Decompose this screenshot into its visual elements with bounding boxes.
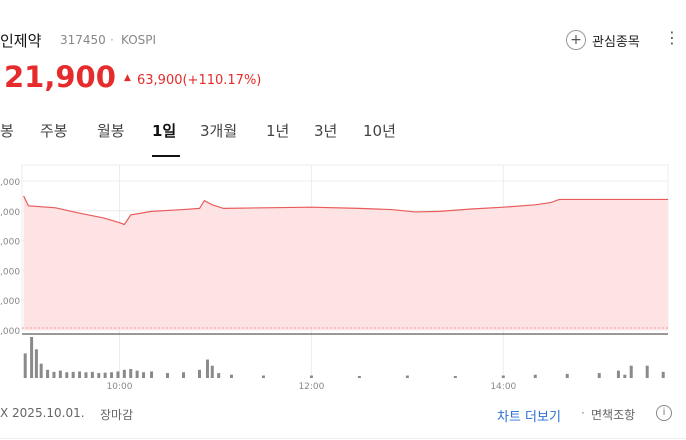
volume-bar <box>210 365 214 378</box>
volume-bar <box>261 375 265 378</box>
price-line <box>23 195 668 226</box>
stock-name: 인제약 <box>0 32 42 50</box>
volume-bar <box>46 369 50 378</box>
volume-bar <box>116 371 120 378</box>
volume-bar <box>309 375 313 378</box>
volume-bar <box>597 373 601 378</box>
market-status: 장마감 <box>100 408 134 422</box>
volume-bar <box>357 375 361 378</box>
volume-bar <box>501 375 505 378</box>
tab[interactable]: 봉 <box>0 122 14 140</box>
stock-code: 317450 <box>60 33 106 47</box>
volume-bar <box>30 337 34 378</box>
info-icon[interactable]: i <box>656 405 672 421</box>
tab[interactable]: 월봉 <box>97 122 125 140</box>
volume-bar <box>90 371 94 378</box>
tab[interactable]: 1년 <box>266 122 290 140</box>
volume-bar <box>122 369 126 378</box>
volume-bar <box>661 371 665 378</box>
area <box>23 195 669 330</box>
volume-bar <box>135 370 139 378</box>
volume-bar <box>78 371 82 378</box>
volume-bar <box>453 375 457 378</box>
volume-bar <box>533 374 537 378</box>
volume-bar <box>150 371 154 378</box>
y-tick-label: ,000 <box>0 327 20 337</box>
volume-bar <box>129 368 133 378</box>
volume-bar <box>182 372 185 378</box>
volume-bar <box>58 370 62 378</box>
volume-bar <box>110 372 114 378</box>
x-tick-label: 12:00 <box>298 382 324 392</box>
volume-bar <box>23 353 27 378</box>
price: 21,900 <box>4 60 116 94</box>
menu-icon[interactable]: ⋮ <box>664 28 680 47</box>
y-tick-label: ,000 <box>0 238 20 248</box>
volume-bar <box>65 372 69 378</box>
volume-bar <box>103 372 107 378</box>
volume-bar <box>84 372 88 378</box>
volume-bar <box>97 373 101 378</box>
more-chart[interactable]: 차트 더보기 <box>497 410 561 425</box>
y-tick-label: ,000 <box>0 178 20 188</box>
date: X 2025.10.01. <box>0 406 85 420</box>
tab[interactable]: 주봉 <box>40 122 68 140</box>
tab[interactable]: 10년 <box>363 122 396 140</box>
volume-bar <box>52 371 56 378</box>
dot: · <box>581 406 585 420</box>
volume-bar <box>629 365 633 378</box>
divider <box>0 438 686 439</box>
volume-bar <box>623 374 627 378</box>
y-tick-label: ,000 <box>0 208 20 218</box>
volume-bar <box>205 359 209 378</box>
volume-bar <box>405 375 409 378</box>
volume-bar <box>197 369 201 378</box>
x-tick-label: 10:00 <box>107 382 133 392</box>
add-icon[interactable]: + <box>566 30 586 50</box>
tab[interactable]: 3년 <box>314 122 338 140</box>
up-arrow: ▲ <box>124 73 131 83</box>
change: 63,900(+110.17%) <box>137 73 262 88</box>
watch-button[interactable]: 관심종목 <box>592 35 640 50</box>
disclaimer[interactable]: 면책조항 <box>591 408 636 422</box>
volume-bar <box>616 370 620 378</box>
volume-bar <box>565 373 569 378</box>
volume-bar <box>142 372 146 378</box>
tab[interactable]: 1일 <box>152 122 177 140</box>
separator: · <box>110 33 114 47</box>
y-tick-label: ,000 <box>0 267 20 277</box>
volume-bar <box>217 373 221 378</box>
volume-bar <box>39 363 43 378</box>
market: KOSPI <box>121 33 157 47</box>
volume-bar <box>645 365 649 378</box>
volume-bar <box>229 374 233 378</box>
volume-bar <box>34 349 38 378</box>
x-tick-label: 14:00 <box>490 382 516 392</box>
volume-bar <box>166 373 170 378</box>
tab[interactable]: 3개월 <box>200 122 238 140</box>
y-tick-label: ,000 <box>0 297 20 307</box>
tab-underline <box>152 155 180 157</box>
volume-bar <box>71 371 75 378</box>
